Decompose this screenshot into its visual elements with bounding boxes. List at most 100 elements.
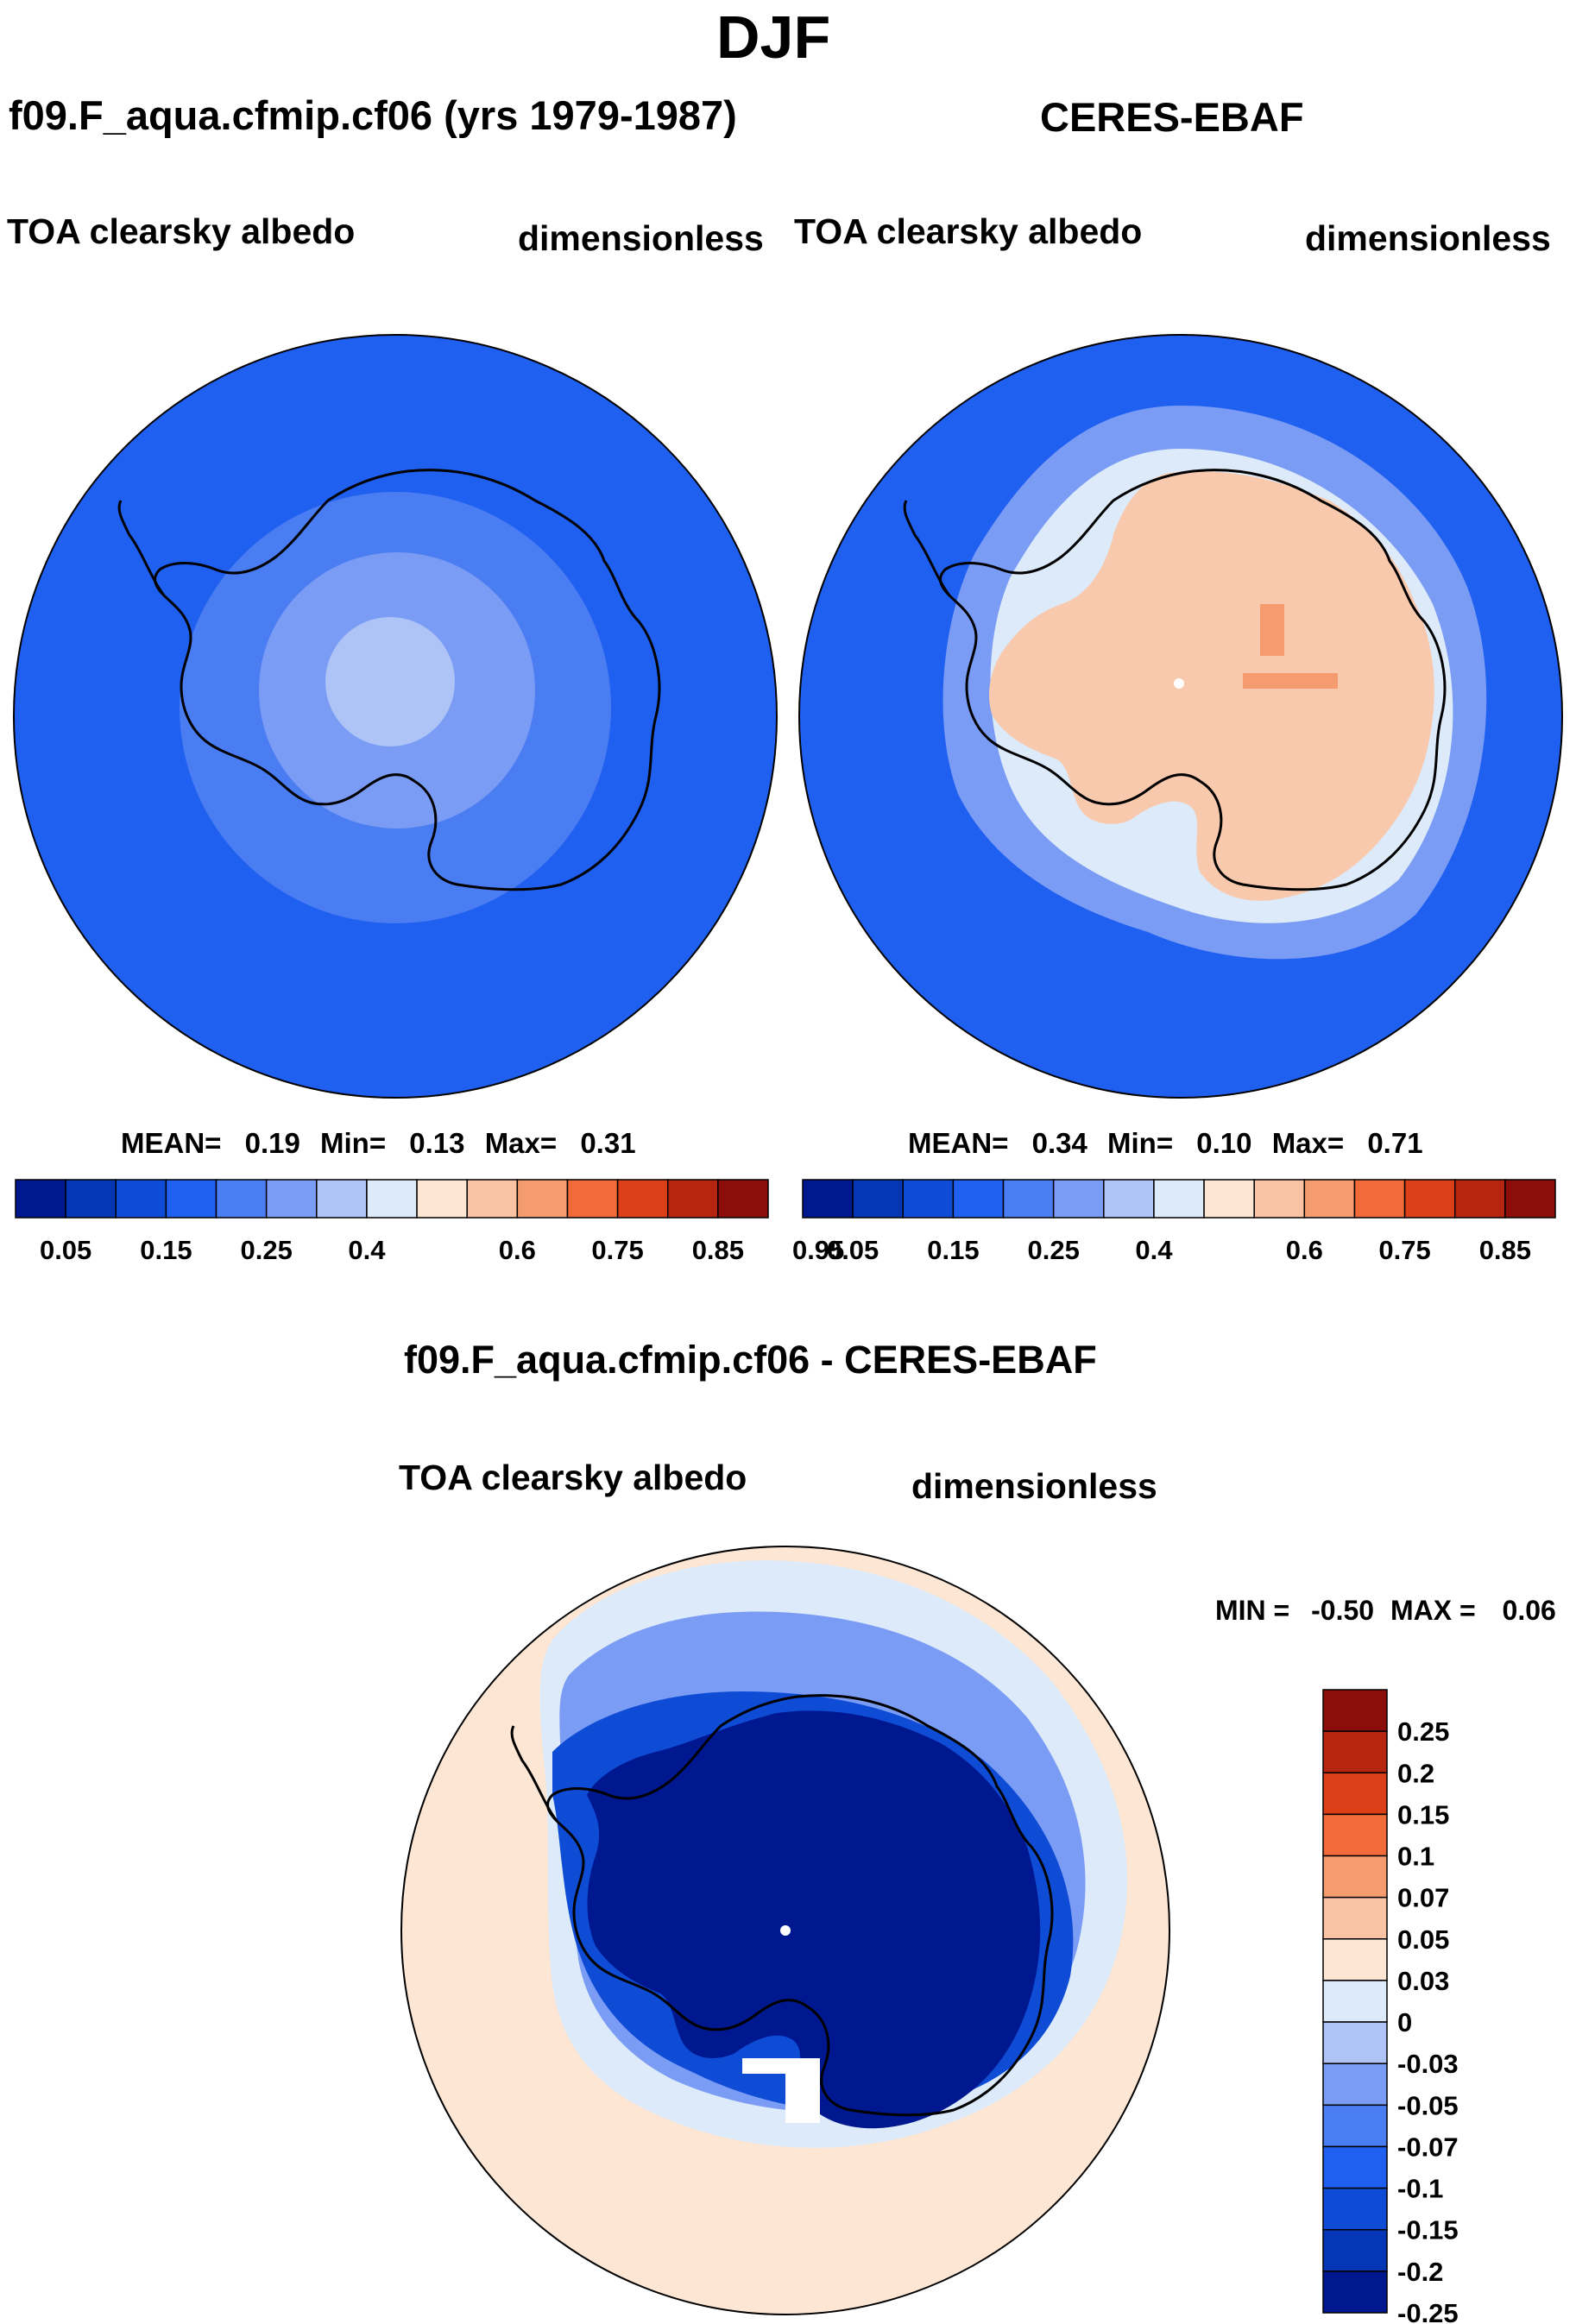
diff-max-value: 0.06	[1502, 1595, 1556, 1626]
obs-colorbar-swatch	[1504, 1179, 1556, 1219]
diff-colorbar-tick-label: -0.1	[1397, 2174, 1443, 2204]
model-min-label: Min=	[320, 1127, 387, 1159]
obs-peninsula-coast	[903, 500, 951, 596]
model-variable-label: TOA clearsky albedo	[7, 211, 356, 251]
model-colorbar-swatch	[416, 1179, 468, 1219]
obs-colorbar-swatch	[1303, 1179, 1356, 1219]
obs-colorbar-swatch	[1403, 1179, 1456, 1219]
obs-panel-title: CERES-EBAF	[1040, 94, 1304, 140]
model-colorbar-swatch	[165, 1179, 217, 1219]
diff-max-label: MAX =	[1390, 1595, 1476, 1626]
obs-stats: MEAN= 0.34 Min= 0.10 Max= 0.71	[908, 1129, 1423, 1157]
diff-colorbar-tick-label: 0.1	[1397, 1842, 1434, 1872]
diff-colorbar-swatch	[1322, 1730, 1388, 1774]
obs-mean-label: MEAN=	[908, 1127, 1009, 1159]
diff-colorbar-tick-label: -0.07	[1397, 2132, 1459, 2162]
obs-colorbar-swatch	[1253, 1179, 1306, 1219]
model-min-value: 0.13	[409, 1127, 465, 1159]
obs-colorbar-swatch	[902, 1179, 955, 1219]
diff-colorbar-swatch	[1322, 1772, 1388, 1816]
diff-variable-label: TOA clearsky albedo	[399, 1458, 747, 1497]
model-stats: MEAN= 0.19 Min= 0.13 Max= 0.31	[121, 1129, 636, 1157]
diff-colorbar-swatch	[1322, 1896, 1388, 1940]
model-colorbar-swatch	[466, 1179, 519, 1219]
model-mean-value: 0.19	[244, 1127, 300, 1159]
diff-colorbar-swatch	[1322, 2104, 1388, 2148]
diff-white-patch-2	[742, 2058, 794, 2074]
diff-colorbar-tick-label: 0	[1397, 2007, 1412, 2037]
model-colorbar-tick-label: 0.15	[140, 1235, 192, 1265]
model-colorbar-swatch	[265, 1179, 318, 1219]
model-ring-5	[325, 617, 455, 746]
model-panel-title: f09.F_aqua.cfmip.cf06 (yrs 1979-1987)	[9, 92, 737, 138]
obs-plateau-patch-1	[1243, 673, 1338, 689]
model-colorbar: 0.05 0.15 0.25 0.4 0.6 0.75 0.85 0.95	[15, 1179, 844, 1265]
diff-colorbar-swatch	[1322, 1689, 1388, 1732]
diff-colorbar-swatch	[1322, 1855, 1388, 1899]
obs-map	[799, 335, 1562, 1098]
diff-colorbar-tick-label: 0.25	[1397, 1716, 1449, 1747]
obs-colorbar-swatch	[1453, 1179, 1506, 1219]
obs-coastline	[939, 469, 1447, 891]
diff-colorbar-swatch	[1322, 2021, 1388, 2064]
model-units-label: dimensionless	[518, 218, 764, 258]
diff-colorbar-tick-label: 0.03	[1397, 1966, 1449, 1996]
diff-colorbar-tick-label: -0.2	[1397, 2257, 1443, 2287]
diff-coastline	[546, 1694, 1054, 2117]
obs-map-border	[798, 334, 1563, 1099]
diff-colorbar-tick-label: -0.15	[1397, 2215, 1459, 2245]
obs-colorbar-tick-label: 0.15	[927, 1235, 979, 1265]
obs-antarctica	[988, 471, 1434, 901]
diff-antarctica	[587, 1710, 1041, 2129]
diff-colorbar-swatch	[1322, 2228, 1388, 2272]
model-colorbar-tick-label: 0.75	[591, 1235, 643, 1265]
model-coastline	[154, 469, 661, 891]
obs-max-value: 0.71	[1367, 1127, 1423, 1159]
diff-colorbar-swatch	[1322, 2270, 1388, 2314]
model-colorbar-swatch	[566, 1179, 619, 1219]
diff-min-label: MIN =	[1215, 1595, 1290, 1626]
diff-colorbar-tick-label: 0.15	[1397, 1799, 1449, 1830]
model-colorbar-swatch	[717, 1179, 769, 1219]
model-colorbar-tick-label: 0.25	[240, 1235, 292, 1265]
model-colorbar-tick-label: 0.95	[792, 1235, 844, 1265]
model-mean-label: MEAN=	[121, 1127, 222, 1159]
page-title: DJF	[716, 3, 831, 71]
diff-peninsula-coast	[510, 1725, 558, 1822]
obs-colorbar-swatch	[1153, 1179, 1205, 1219]
diff-map	[401, 1546, 1169, 2315]
obs-colorbar-swatch	[952, 1179, 1005, 1219]
model-colorbar-swatch	[616, 1179, 669, 1219]
obs-colorbar-tick-label: 0.75	[1378, 1235, 1430, 1265]
model-colorbar-swatch	[666, 1179, 719, 1219]
model-colorbar-tick-label: 0.85	[692, 1235, 744, 1265]
model-max-value: 0.31	[580, 1127, 636, 1159]
diff-colorbar-tick-label: -0.05	[1397, 2090, 1459, 2120]
model-max-label: Max=	[484, 1127, 558, 1159]
obs-max-label: Max=	[1271, 1127, 1345, 1159]
obs-colorbar-swatch	[852, 1179, 905, 1219]
obs-colorbar-tick-label: 0.4	[1135, 1235, 1173, 1265]
obs-colorbar-swatch	[1103, 1179, 1155, 1219]
diff-colorbar-swatch	[1322, 1938, 1388, 1981]
obs-pole-hole	[1174, 678, 1184, 689]
obs-colorbar: 0.050.150.250.40.60.750.850.95	[802, 1179, 1556, 1265]
obs-min-value: 0.10	[1196, 1127, 1252, 1159]
obs-colorbar-tick-label: 0.05	[827, 1235, 879, 1265]
diff-stats: MIN = -0.50 MAX = 0.06	[1215, 1597, 1556, 1624]
model-colorbar-tick-label: 0.05	[40, 1235, 91, 1265]
diff-colorbar-swatch	[1322, 2145, 1388, 2189]
diff-colorbar: 0.25 0.2 0.15 0.1 0.07 0.05 0.03 0 -0.03 -0.05 -0.…	[1322, 1689, 1459, 2324]
diff-units-label: dimensionless	[911, 1466, 1157, 1506]
model-colorbar-tick-label: 0.6	[499, 1235, 536, 1265]
obs-plateau-patch-2	[1260, 604, 1284, 656]
obs-colorbar-tick-label: 0.6	[1286, 1235, 1323, 1265]
diff-colorbar-tick-label: 0.07	[1397, 1883, 1449, 1913]
obs-colorbar-swatch	[802, 1179, 854, 1219]
diff-colorbar-swatch	[1322, 2063, 1388, 2107]
diff-colorbar-swatch	[1322, 2187, 1388, 2231]
model-colorbar-swatch	[316, 1179, 368, 1219]
obs-colorbar-swatch	[1203, 1179, 1255, 1219]
diff-colorbar-tick-label: -0.03	[1397, 2049, 1459, 2079]
